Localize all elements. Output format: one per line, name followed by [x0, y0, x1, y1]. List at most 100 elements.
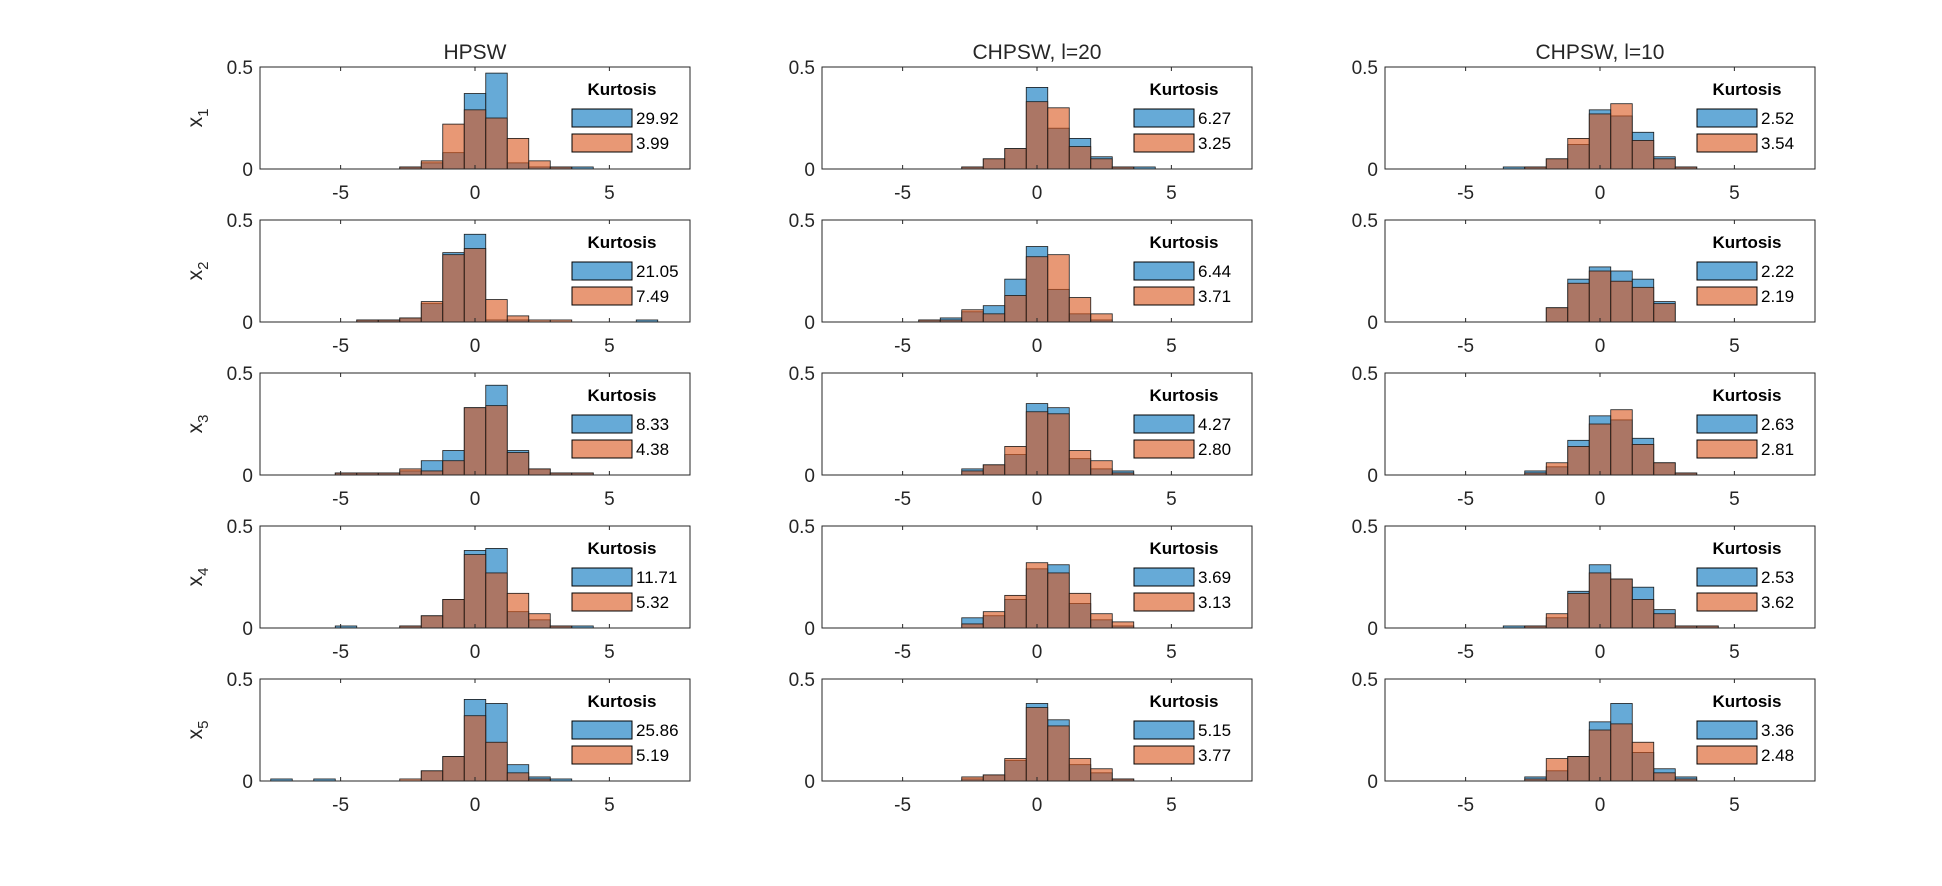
- histogram-bar-series-b: [1047, 572, 1070, 629]
- column-title: CHPSW, l=20: [973, 41, 1102, 64]
- x-tick-label: 0: [470, 642, 481, 663]
- histogram-bar-series-b: [1090, 313, 1113, 323]
- x-tick-label: 5: [1166, 336, 1177, 357]
- x-tick-label: -5: [332, 336, 349, 357]
- legend-value-series-b: 3.25: [1198, 134, 1231, 153]
- histogram-bar-series-b: [1004, 148, 1027, 170]
- x-tick-label: 5: [604, 336, 615, 357]
- legend-swatch-series-a: [1133, 720, 1195, 740]
- subplot-r4-c1: -5 0 5 0 0.5 Kurtosis 11.71 5.32: [227, 517, 691, 663]
- x-tick-label: -5: [332, 183, 349, 204]
- legend-value-series-a: 2.22: [1761, 262, 1794, 281]
- x-tick-label: 0: [470, 489, 481, 510]
- histogram-bar-series-b: [1090, 768, 1113, 782]
- x-tick-label: 0: [1032, 642, 1043, 663]
- legend-swatch-series-a: [1133, 414, 1195, 434]
- histogram-bar-series-b: [528, 160, 551, 170]
- histogram-bar-series-b: [961, 309, 984, 323]
- histogram-bar-series-b: [442, 254, 465, 323]
- subplot-r4-c3: -5 0 5 0 0.5 Kurtosis 2.53 3.62: [1352, 517, 1816, 663]
- histogram-bar-series-b: [982, 611, 1006, 629]
- histogram-bar-series-b: [961, 623, 984, 629]
- legend-value-series-a: 6.44: [1198, 262, 1231, 281]
- histogram-bar-series-b: [463, 715, 487, 782]
- legend-value-series-b: 3.99: [636, 134, 669, 153]
- legend-title: Kurtosis: [1713, 692, 1782, 711]
- legend-swatch-series-a: [1696, 261, 1758, 281]
- y-tick-label: 0: [1367, 313, 1378, 334]
- legend-title: Kurtosis: [588, 233, 657, 252]
- legend-value-series-a: 3.36: [1761, 721, 1794, 740]
- histogram-bar-series-b: [1588, 423, 1612, 476]
- histogram-bar-series-b: [1631, 443, 1655, 476]
- legend-swatch-series-b: [571, 286, 633, 306]
- histogram-bar-series-b: [442, 460, 465, 476]
- legend-value-series-b: 3.77: [1198, 746, 1231, 765]
- y-tick-label: 0.5: [227, 364, 253, 385]
- legend-swatch-series-b: [1133, 439, 1195, 459]
- legend-value-series-a: 2.52: [1761, 109, 1794, 128]
- row-label: x4: [184, 568, 212, 587]
- histogram-bar-series-b: [1068, 758, 1092, 782]
- x-tick-label: 5: [1166, 489, 1177, 510]
- histogram-bar-series-b: [1631, 286, 1655, 323]
- histogram-bar-series-b: [961, 776, 984, 782]
- histogram-bar-series-b: [1545, 158, 1569, 170]
- row-label: x3: [184, 415, 212, 434]
- x-tick-label: -5: [1457, 642, 1474, 663]
- subplot-r3-c1: -5 0 5 0 0.5 Kurtosis 8.33 4.38: [227, 364, 691, 510]
- histogram-bar-series-b: [982, 158, 1006, 170]
- legend-value-series-a: 2.53: [1761, 568, 1794, 587]
- y-tick-label: 0.5: [789, 58, 815, 79]
- histogram-bar-series-b: [506, 592, 530, 629]
- legend-title: Kurtosis: [1713, 233, 1782, 252]
- histogram-bar-series-b: [1567, 592, 1590, 629]
- x-tick-label: 0: [1032, 489, 1043, 510]
- row-label-text: x4: [184, 568, 212, 587]
- legend-value-series-a: 4.27: [1198, 415, 1231, 434]
- column-title: HPSW: [444, 41, 507, 64]
- histogram-bar-series-b: [1090, 460, 1113, 476]
- legend-title: Kurtosis: [588, 539, 657, 558]
- legend-title: Kurtosis: [1713, 539, 1782, 558]
- x-tick-label: 5: [1729, 489, 1740, 510]
- histogram-bar-series-b: [420, 615, 444, 629]
- x-tick-label: 0: [1595, 642, 1606, 663]
- histogram-bar-series-b: [463, 109, 487, 170]
- legend-swatch-series-a: [1133, 108, 1195, 128]
- legend-title: Kurtosis: [1150, 233, 1219, 252]
- x-tick-label: 5: [1729, 336, 1740, 357]
- legend-title: Kurtosis: [1713, 386, 1782, 405]
- histogram-bar-series-b: [1545, 758, 1569, 782]
- histogram-bar-series-b: [420, 160, 444, 170]
- histogram-bar-series-b: [1653, 772, 1676, 782]
- subplot-r2-c1: -5 0 5 0 0.5 Kurtosis 21.05 7.49: [227, 211, 691, 357]
- histogram-bar-series-b: [1588, 113, 1612, 170]
- histogram-bar-series-b: [1090, 158, 1113, 170]
- histogram-bar-series-b: [1631, 741, 1655, 782]
- x-tick-label: 5: [1729, 183, 1740, 204]
- legend-swatch-series-a: [1696, 414, 1758, 434]
- histogram-bar-series-b: [1004, 758, 1027, 782]
- x-tick-label: 5: [604, 642, 615, 663]
- legend-value-series-b: 2.80: [1198, 440, 1231, 459]
- y-tick-label: 0.5: [1352, 211, 1378, 232]
- legend-value-series-b: 2.19: [1761, 287, 1794, 306]
- legend-swatch-series-a: [1696, 108, 1758, 128]
- legend-value-series-a: 21.05: [636, 262, 679, 281]
- legend-title: Kurtosis: [1150, 386, 1219, 405]
- histogram-bar-series-b: [982, 774, 1006, 782]
- legend-swatch-series-a: [1133, 567, 1195, 587]
- x-tick-label: 0: [470, 336, 481, 357]
- legend-swatch-series-b: [1133, 592, 1195, 612]
- histogram-bar-series-b: [1610, 723, 1633, 782]
- y-tick-label: 0: [1367, 466, 1378, 487]
- y-tick-label: 0.5: [789, 364, 815, 385]
- legend-swatch-series-b: [571, 592, 633, 612]
- legend-swatch-series-b: [571, 745, 633, 765]
- histogram-bar-series-b: [442, 123, 465, 170]
- y-tick-label: 0: [804, 313, 815, 334]
- y-tick-label: 0: [242, 466, 253, 487]
- histogram-bar-series-b: [399, 317, 422, 323]
- y-tick-label: 0.5: [1352, 364, 1378, 385]
